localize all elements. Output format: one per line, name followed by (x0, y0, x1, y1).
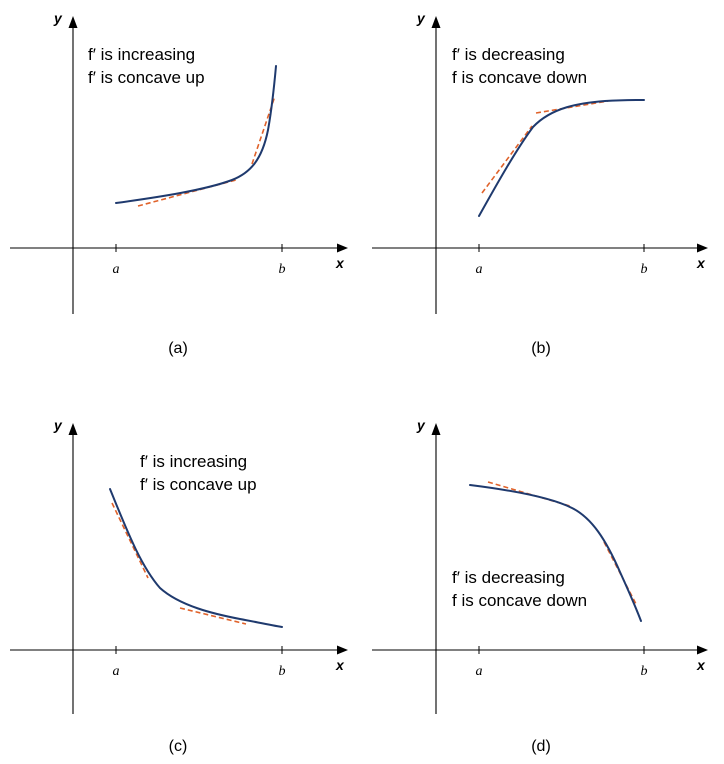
note-line-2: f is concave down (452, 68, 587, 87)
tick-label-b: b (641, 262, 648, 277)
x-axis-arrow (697, 645, 708, 655)
function-curve (109, 488, 283, 628)
x-axis-label: x (335, 657, 345, 673)
tick-label-a: a (476, 664, 483, 679)
y-axis-arrow (68, 16, 78, 28)
note-line-1: f′ is decreasing (452, 568, 565, 587)
panel-caption: (b) (531, 340, 551, 357)
y-axis-label: y (53, 10, 63, 26)
note-line-1: f′ is increasing (140, 452, 247, 471)
x-axis-arrow (697, 243, 708, 253)
y-axis-arrow (68, 423, 78, 435)
note-line-2: f′ is concave up (88, 68, 205, 87)
panel-b: a b x y f′ is decreasing f is concave do… (372, 10, 708, 357)
x-axis-label: x (335, 255, 345, 271)
function-curve (115, 65, 277, 204)
tick-label-a: a (476, 262, 483, 277)
y-axis-arrow (431, 423, 441, 435)
x-axis-label: x (696, 657, 706, 673)
tangent-line (535, 100, 609, 114)
panel-d: a b x y f′ is decreasing f is concave do… (372, 417, 708, 755)
panel-caption: (d) (531, 738, 551, 755)
note-line-2: f′ is concave up (140, 475, 257, 494)
tick-label-b: b (641, 664, 648, 679)
tick-label-a: a (113, 664, 120, 679)
note-line-1: f′ is increasing (88, 45, 195, 64)
tangent-line (179, 607, 247, 625)
x-axis-label: x (696, 255, 706, 271)
panel-caption: (c) (169, 738, 188, 755)
tangent-line (111, 502, 149, 579)
x-axis-arrow (337, 243, 348, 253)
note-line-2: f is concave down (452, 591, 587, 610)
function-curve (469, 484, 642, 622)
function-curve (478, 99, 645, 217)
panel-a: a b x y f′ is increasing f′ is concave u… (10, 10, 348, 357)
y-axis-label: y (53, 417, 63, 433)
tick-label-b: b (279, 664, 286, 679)
panel-c: a b x y f′ is increasing f′ is concave u… (10, 417, 348, 755)
note-line-1: f′ is decreasing (452, 45, 565, 64)
x-axis-arrow (337, 645, 348, 655)
y-axis-label: y (416, 10, 426, 26)
y-axis-arrow (431, 16, 441, 28)
panel-caption: (a) (168, 340, 188, 357)
tick-label-a: a (113, 262, 120, 277)
y-axis-label: y (416, 417, 426, 433)
tangent-line (481, 125, 533, 194)
tick-label-b: b (279, 262, 286, 277)
